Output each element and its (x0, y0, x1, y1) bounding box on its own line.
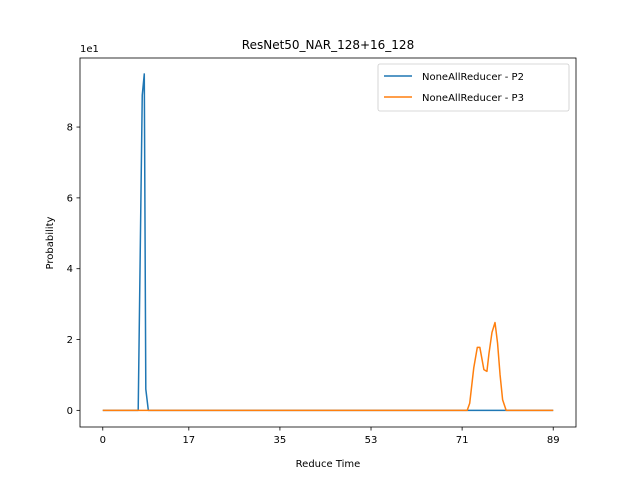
axes-frame (79, 57, 577, 428)
y-tick-label: 2 (67, 335, 73, 346)
x-tick-label: 0 (100, 435, 106, 446)
x-axis-label: Reduce Time (296, 459, 361, 470)
y-tick-label: 8 (67, 123, 73, 134)
series-line-2 (102, 321, 554, 412)
x-tick-label: 17 (182, 435, 195, 446)
legend-label: NoneAllReducer - P3 (422, 93, 524, 104)
legend-label: NoneAllReducer - P2 (422, 72, 524, 83)
x-tick-label: 35 (274, 435, 287, 446)
y-tick-label: 6 (67, 193, 73, 204)
x-tick-label: 71 (456, 435, 469, 446)
y-tick-label: 0 (67, 406, 73, 417)
plot-area: 0 17 35 53 71 89 0 2 4 6 8 (67, 57, 577, 446)
y-offset-text: 1e1 (80, 44, 99, 55)
x-tick-label: 53 (365, 435, 378, 446)
y-axis-label: Probability (45, 216, 56, 269)
y-tick-label: 4 (67, 264, 73, 275)
x-tick-label: 89 (547, 435, 560, 446)
legend-box (377, 63, 570, 112)
chart-title: ResNet50_NAR_128+16_128 (242, 38, 414, 52)
legend: NoneAllReducer - P2 NoneAllReducer - P3 (377, 63, 570, 112)
